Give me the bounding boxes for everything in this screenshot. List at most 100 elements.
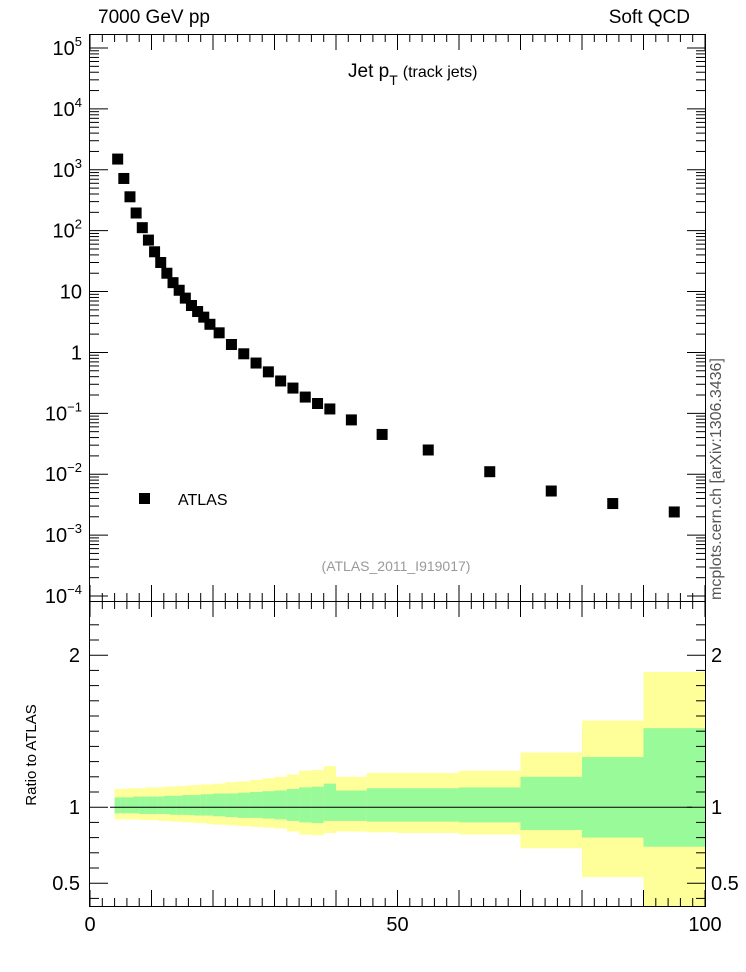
data-point (118, 172, 130, 184)
data-point (225, 339, 237, 351)
y-tick-label: 102 (53, 217, 82, 243)
y-tick-label: 1 (71, 342, 82, 364)
data-point (299, 391, 311, 403)
data-point (112, 153, 124, 165)
data-point (668, 506, 680, 518)
ratio-plot-frame (89, 601, 706, 907)
data-point (607, 498, 619, 510)
x-tick-label: 100 (688, 914, 721, 936)
data-point (422, 444, 434, 456)
data-point (345, 414, 357, 426)
stat-uncertainty-band (237, 792, 250, 818)
data-point (213, 327, 225, 339)
data-point (287, 382, 299, 394)
stat-uncertainty-band (336, 790, 367, 821)
ratio-axis-ticks: 0.5 0.5 1 1 2 2 0 50 100 (52, 601, 739, 936)
stat-uncertainty-band (397, 788, 459, 822)
stat-uncertainty-band (114, 797, 121, 814)
data-point (179, 292, 191, 304)
data-point (192, 306, 204, 318)
stat-uncertainty-band (169, 795, 177, 815)
ratio-y-tick-label-right: 2 (711, 645, 722, 667)
stat-uncertainty-band (366, 788, 398, 822)
data-point (545, 485, 557, 497)
data-point (312, 398, 324, 410)
data-point (376, 428, 388, 440)
ratio-y-tick-label: 1 (69, 797, 80, 819)
stat-uncertainty-band (299, 787, 312, 823)
stat-uncertainty-band (176, 795, 183, 815)
uncertainty-bands (114, 671, 705, 906)
analysis-id-watermark: (ATLAS_2011_I919017) (322, 558, 471, 574)
stat-uncertainty-band (200, 794, 207, 816)
y-tick-label: 104 (53, 95, 82, 121)
data-point (250, 357, 262, 369)
stat-uncertainty-band (206, 794, 213, 816)
stat-uncertainty-band (286, 788, 300, 821)
stat-uncertainty-band (459, 787, 521, 823)
data-point (198, 311, 210, 323)
data-point (161, 267, 173, 279)
stat-uncertainty-band (145, 796, 152, 815)
ratio-y-tick-label-right: 1 (711, 797, 722, 819)
analysis-category-label: Soft QCD (608, 7, 690, 28)
ratio-axis-label: Ratio to ATLAS (23, 704, 40, 805)
data-point (275, 375, 287, 387)
stat-uncertainty-band (262, 791, 275, 819)
stat-uncertainty-band (274, 790, 287, 820)
collision-energy-label: 7000 GeV pp (98, 7, 210, 28)
y-tick-label: 103 (53, 156, 82, 182)
data-point (124, 191, 136, 203)
stat-uncertainty-band (163, 795, 170, 815)
stat-uncertainty-band (194, 795, 201, 816)
stat-uncertainty-band (157, 796, 164, 815)
y-tick-label: 10−4 (45, 582, 82, 608)
y-tick-label: 10−1 (45, 399, 82, 425)
stat-uncertainty-band (582, 757, 644, 838)
data-point (324, 403, 336, 415)
stat-uncertainty-band (151, 796, 158, 815)
stat-uncertainty-band (323, 783, 336, 821)
x-tick-label: 50 (386, 914, 408, 936)
legend-label: ATLAS (178, 492, 228, 509)
ratio-panel: 0.5 0.5 1 1 2 2 0 50 100 Ratio to ATLAS (23, 601, 739, 936)
stat-uncertainty-band (311, 786, 324, 824)
stat-uncertainty-band (249, 792, 263, 818)
stat-uncertainty-band (126, 797, 134, 814)
plot-title: Jet pT (track jets) (348, 61, 477, 88)
stat-uncertainty-band (520, 776, 582, 830)
main-plot-frame (89, 34, 706, 602)
data-point (238, 348, 250, 360)
y-tick-label: 105 (53, 34, 82, 60)
stat-uncertainty-band (120, 797, 127, 814)
ratio-y-tick-label-right: 0.5 (711, 873, 739, 895)
stat-uncertainty-band (133, 796, 140, 814)
data-point (484, 466, 496, 478)
y-tick-label: 10−2 (45, 460, 82, 486)
data-point (136, 222, 148, 234)
data-point (173, 284, 185, 296)
stat-uncertainty-band (643, 728, 705, 847)
data-point (142, 234, 154, 246)
ratio-y-tick-label: 0.5 (52, 873, 80, 895)
data-point (130, 207, 142, 219)
stat-uncertainty-band (182, 795, 189, 815)
legend-marker (139, 493, 150, 504)
stat-uncertainty-band (139, 796, 146, 815)
ratio-y-tick-label: 2 (69, 645, 80, 667)
stat-uncertainty-band (213, 793, 226, 817)
data-point (262, 366, 274, 378)
atlas-data-points (112, 153, 680, 518)
x-tick-label: 0 (84, 914, 95, 936)
data-point (185, 300, 197, 312)
data-point (204, 318, 216, 330)
data-point (149, 246, 161, 258)
data-point (167, 277, 179, 289)
data-point (155, 257, 167, 269)
stat-uncertainty-band (225, 793, 238, 818)
y-tick-label: 10−3 (45, 521, 82, 547)
y-tick-label: 10 (60, 282, 82, 304)
